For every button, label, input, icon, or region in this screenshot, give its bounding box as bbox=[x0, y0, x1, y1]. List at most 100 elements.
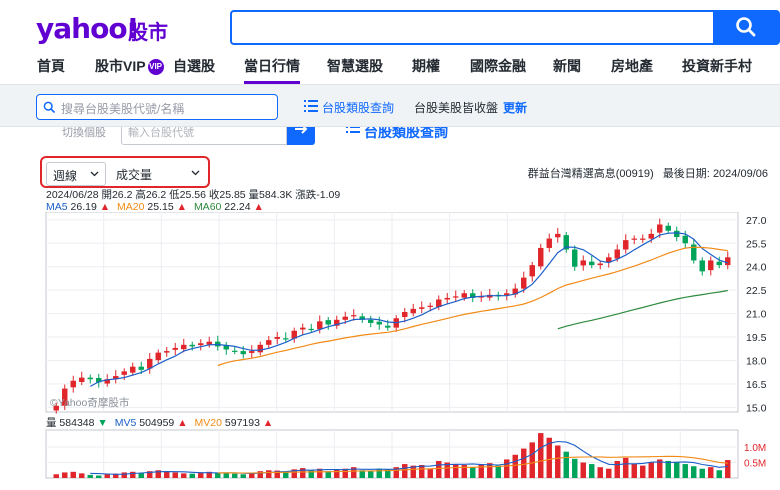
price-tick-label: 24.0 bbox=[746, 262, 767, 274]
nav-daily-market[interactable]: 當日行情 bbox=[244, 56, 300, 84]
ma5-line bbox=[90, 232, 728, 387]
volume-bar bbox=[172, 472, 178, 478]
volume-bar bbox=[130, 471, 136, 478]
switch-stock-go-button[interactable] bbox=[287, 127, 315, 145]
volume-bar bbox=[640, 465, 646, 478]
candle-body bbox=[334, 319, 340, 326]
nav-intl-finance[interactable]: 國際金融 bbox=[470, 58, 526, 74]
volume-bar bbox=[232, 473, 238, 478]
candle-body bbox=[555, 233, 561, 238]
nav-vip[interactable]: 股市VIP VIP bbox=[95, 56, 164, 76]
nav-options[interactable]: 期權 bbox=[412, 58, 440, 74]
stock-search-placeholder: 搜尋台股美股代號/名稱 bbox=[61, 102, 185, 116]
list-icon bbox=[346, 127, 360, 133]
volume-bar bbox=[478, 464, 484, 478]
candle-body bbox=[206, 341, 212, 345]
period-select[interactable]: 週線 bbox=[46, 162, 106, 186]
nav-real-estate[interactable]: 房地產 bbox=[611, 58, 653, 74]
volume-bar bbox=[155, 470, 161, 478]
nav-home[interactable]: 首頁 bbox=[37, 58, 65, 74]
volume-bar bbox=[580, 462, 586, 478]
candle-body bbox=[419, 307, 425, 309]
candle-body bbox=[529, 265, 535, 277]
volume-bar bbox=[495, 465, 501, 478]
candle-body bbox=[385, 325, 391, 328]
volume-bar bbox=[631, 464, 637, 478]
volume-bar bbox=[308, 470, 314, 478]
candle-body bbox=[376, 321, 382, 325]
volume-bar bbox=[121, 472, 127, 478]
stock-name: 群益台灣精選高息(00919) bbox=[527, 168, 654, 180]
indicator-select[interactable]: 成交量 bbox=[110, 162, 206, 186]
nav-watchlist[interactable]: 自選股 bbox=[173, 58, 215, 74]
volume-bar bbox=[597, 467, 603, 478]
volume-bar bbox=[385, 469, 391, 478]
price-chart[interactable]: 27.0 25.5 24.0 22.5 21.0 19.5 18.0 16.5 15.0 ©Yah… bbox=[0, 212, 780, 424]
candle-body bbox=[648, 233, 654, 239]
candle-body bbox=[691, 244, 697, 261]
mv20-label: MV20 bbox=[194, 417, 222, 429]
ma-legend: MA5 26.19 ▲ MA20 25.15 ▲ MA60 22.24 ▲ bbox=[46, 201, 264, 213]
yahoo-logo[interactable]: yahoo! bbox=[36, 12, 139, 45]
volume-bar bbox=[563, 451, 569, 478]
candle-body bbox=[70, 380, 76, 388]
mv5-label: MV5 bbox=[114, 417, 137, 429]
volume-bar bbox=[674, 462, 680, 478]
sector-query-link[interactable]: 台股類股查詢 bbox=[322, 101, 395, 115]
candle-body bbox=[147, 358, 153, 369]
volume-bar bbox=[283, 472, 289, 478]
volume-bar bbox=[87, 474, 93, 478]
candle-body bbox=[189, 344, 195, 347]
candle-body bbox=[232, 350, 238, 352]
candle-body bbox=[410, 308, 416, 314]
candle-body bbox=[631, 238, 637, 240]
ghost-sector-link[interactable]: 台股類股查詢 bbox=[364, 127, 448, 140]
candle-body bbox=[640, 238, 646, 240]
price-tick-label: 25.5 bbox=[746, 238, 767, 250]
ma5-label: MA5 bbox=[46, 201, 68, 213]
candle-body bbox=[266, 340, 272, 345]
switch-stock-placeholder: 輸入台股代號 bbox=[128, 127, 194, 139]
switch-stock-input[interactable]: 輸入台股代號 bbox=[121, 127, 287, 145]
candle-body bbox=[325, 320, 331, 325]
main-search-button[interactable] bbox=[713, 10, 780, 45]
volume-bar bbox=[325, 471, 331, 478]
price-tick-label: 15.0 bbox=[746, 402, 767, 414]
candle-body bbox=[87, 377, 93, 380]
indicator-value: 成交量 bbox=[116, 168, 153, 182]
mv5-value: 504959 bbox=[139, 417, 175, 429]
volume-bar bbox=[334, 469, 340, 478]
stock-logo-text[interactable]: 股市 bbox=[128, 22, 168, 44]
volume-bar bbox=[240, 474, 246, 478]
arrow-right-icon bbox=[295, 127, 308, 134]
ma60-value: 22.24 bbox=[224, 201, 251, 213]
up-arrow-icon: ▲ bbox=[177, 417, 188, 429]
candle-body bbox=[172, 347, 178, 350]
volume-bar bbox=[113, 473, 119, 478]
volume-bar bbox=[300, 468, 306, 478]
main-search-input[interactable] bbox=[230, 10, 714, 45]
stock-search-input[interactable]: 搜尋台股美股代號/名稱 bbox=[36, 94, 278, 120]
nav-news[interactable]: 新聞 bbox=[553, 58, 581, 74]
refresh-link[interactable]: 更新 bbox=[503, 101, 528, 115]
candle-body bbox=[104, 379, 110, 384]
volume-bar bbox=[665, 460, 671, 478]
search-icon bbox=[43, 101, 56, 114]
nav-beginner[interactable]: 投資新手村 bbox=[682, 58, 752, 74]
volume-bar bbox=[317, 468, 323, 478]
volume-bar bbox=[257, 471, 263, 478]
volume-bar bbox=[614, 460, 620, 478]
volume-legend: 量 584348 ▼ MV5 504959 ▲ MV20 597193 ▲ bbox=[46, 415, 273, 430]
vol-value: 584348 bbox=[59, 417, 95, 429]
volume-bar bbox=[470, 467, 476, 478]
volume-bar bbox=[368, 471, 374, 478]
nav-smart-pick[interactable]: 智慧選股 bbox=[327, 58, 383, 74]
candle-body bbox=[351, 315, 357, 317]
price-tick-label: 19.5 bbox=[746, 332, 767, 344]
volume-bar bbox=[589, 464, 595, 478]
switch-stock-row: 切換個股 輸入台股代號 台股類股查詢 bbox=[0, 127, 780, 147]
volume-chart[interactable]: 1.0M 0.5M bbox=[0, 428, 780, 490]
candle-body bbox=[240, 351, 246, 355]
volume-bar bbox=[138, 473, 144, 478]
volume-bar bbox=[198, 472, 204, 478]
